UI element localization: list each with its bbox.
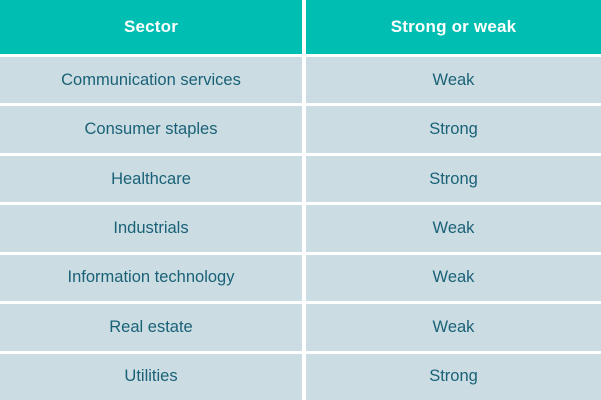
column-header-strong-or-weak: Strong or weak [306,0,601,54]
rating-cell: Weak [306,254,601,302]
sector-cell: Industrials [0,205,302,252]
sector-cell: Utilities [0,353,302,400]
sector-cell: Communication services [0,57,302,104]
rating-cell: Weak [306,205,601,252]
sector-cell: Information technology [0,254,302,302]
sector-cell: Healthcare [0,155,302,203]
sector-cell: Real estate [0,304,302,351]
sector-cell: Consumer staples [0,106,302,153]
rating-cell: Strong [306,106,601,153]
column-header-sector: Sector [0,0,302,54]
rating-cell: Strong [306,155,601,203]
rating-cell: Strong [306,353,601,400]
rating-cell: Weak [306,304,601,351]
rating-cell: Weak [306,57,601,104]
